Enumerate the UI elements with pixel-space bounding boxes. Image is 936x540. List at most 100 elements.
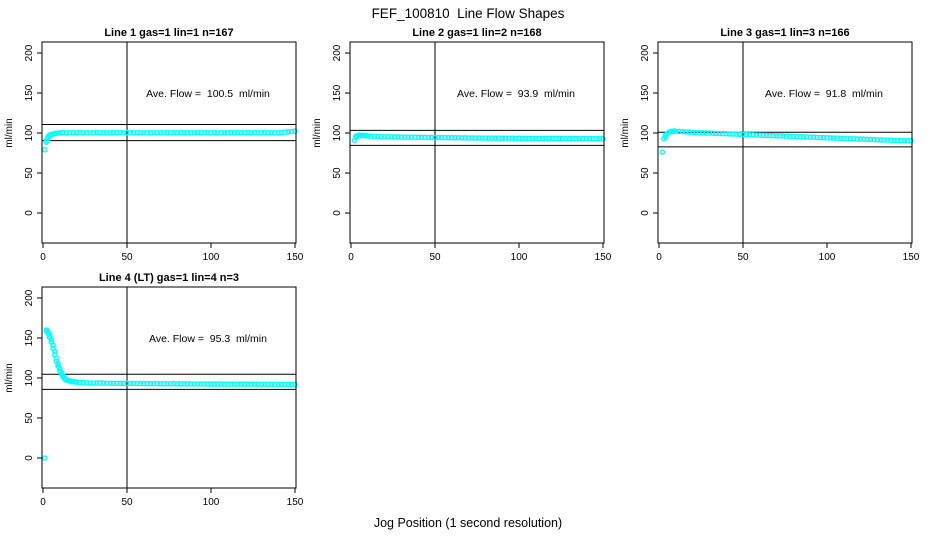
data-point: [167, 129, 174, 136]
data-point: [385, 134, 391, 140]
data-point: [499, 135, 506, 142]
data-point: [117, 380, 124, 387]
data-point: [134, 129, 140, 136]
data-point: [97, 130, 103, 136]
data-point: [171, 129, 177, 136]
data-point: [479, 135, 485, 141]
data-point: [198, 381, 204, 387]
panel-title: Line 2 gas=1 lin=2 n=168: [412, 27, 541, 39]
data-point: [740, 131, 746, 138]
data-point: [563, 135, 569, 142]
data-point: [124, 380, 130, 387]
data-point: [411, 134, 418, 141]
data-point: [130, 130, 137, 136]
data-point: [107, 380, 113, 387]
data-point: [110, 380, 117, 387]
data-point: [77, 379, 83, 386]
data-point: [221, 381, 228, 388]
data-point: [57, 129, 63, 136]
data-point: [251, 129, 258, 136]
data-point: [760, 132, 767, 138]
y-tick-label: 50: [24, 167, 35, 179]
data-point: [167, 380, 174, 387]
data-point: [224, 381, 231, 388]
x-tick-label: 100: [819, 252, 836, 263]
x-axis-title: Jog Position (1 second resolution): [373, 516, 563, 530]
data-point: [204, 381, 211, 387]
data-point: [408, 134, 415, 140]
data-point: [251, 381, 258, 388]
data-point: [861, 136, 867, 142]
panel-line-1: Line 1 gas=1 lin=1 n=167 0 50 100 150 0 50 100 1…: [4, 27, 304, 263]
data-point: [80, 130, 87, 136]
data-point: [495, 135, 502, 141]
x-tick-label: 150: [903, 252, 920, 263]
data-point: [241, 381, 248, 388]
y-tick-label: 50: [24, 412, 35, 424]
data-point: [898, 137, 904, 144]
panel-line-3: Line 3 gas=1 lin=3 n=166 0 50 100 150 0 50 100 1…: [620, 27, 920, 263]
data-point: [834, 135, 840, 141]
x-tick-label: 50: [121, 252, 133, 263]
y-tick-label: 0: [24, 210, 35, 216]
data-point: [268, 129, 275, 136]
data-point: [830, 135, 837, 141]
data-point: [679, 128, 686, 135]
y-tick-label: 50: [640, 167, 651, 179]
data-point: [713, 130, 719, 137]
data-point: [245, 381, 251, 388]
panel-title: Line 3 gas=1 lin=3 n=166: [720, 27, 849, 39]
data-point: [777, 133, 783, 139]
data-point: [238, 381, 244, 388]
data-point: [157, 380, 164, 387]
x-tick-label: 150: [287, 252, 304, 263]
data-point: [187, 129, 194, 136]
data-point: [228, 129, 234, 136]
data-point: [824, 134, 830, 141]
data-point: [191, 381, 197, 387]
y-tick-label: 150: [332, 84, 343, 101]
data-point: [235, 381, 241, 388]
data-point: [275, 381, 282, 388]
data-point: [187, 381, 194, 387]
data-point: [235, 129, 241, 136]
data-point: [124, 129, 130, 136]
data-point: [539, 135, 546, 142]
data-point: [767, 132, 773, 139]
data-point: [878, 137, 884, 143]
data-point: [753, 132, 760, 138]
y-tick-label: 150: [24, 329, 35, 346]
data-point: [248, 130, 255, 136]
data-point: [810, 134, 817, 140]
data-point: [807, 134, 814, 140]
y-axis-label: ml/min: [4, 363, 15, 392]
data-point: [526, 135, 532, 142]
y-tick-label: 200: [24, 289, 35, 306]
data-point: [292, 128, 298, 134]
data-point: [241, 129, 248, 136]
panel-title: Line 4 (LT) gas=1 lin=4 n=3: [99, 272, 239, 284]
data-point: [100, 380, 107, 387]
data-point: [867, 136, 874, 143]
data-point: [787, 133, 793, 140]
data-point: [590, 135, 596, 142]
data-point: [696, 129, 703, 136]
y-tick-label: 200: [24, 44, 35, 61]
data-point: [201, 381, 208, 387]
ave-flow-annotation: Ave. Flow = 100.5 ml/min: [146, 88, 270, 100]
data-point: [827, 135, 834, 141]
data-point: [553, 135, 559, 142]
data-point: [83, 380, 90, 386]
data-point: [288, 128, 295, 135]
data-point: [114, 130, 120, 136]
data-point: [381, 133, 388, 140]
data-point: [255, 381, 261, 388]
data-point: [184, 381, 191, 387]
data-point: [117, 129, 124, 136]
data-point: [177, 381, 184, 387]
data-point: [472, 135, 479, 141]
data-point: [214, 381, 221, 387]
data-point: [151, 380, 157, 387]
data-point: [218, 381, 224, 387]
data-point: [790, 133, 797, 140]
